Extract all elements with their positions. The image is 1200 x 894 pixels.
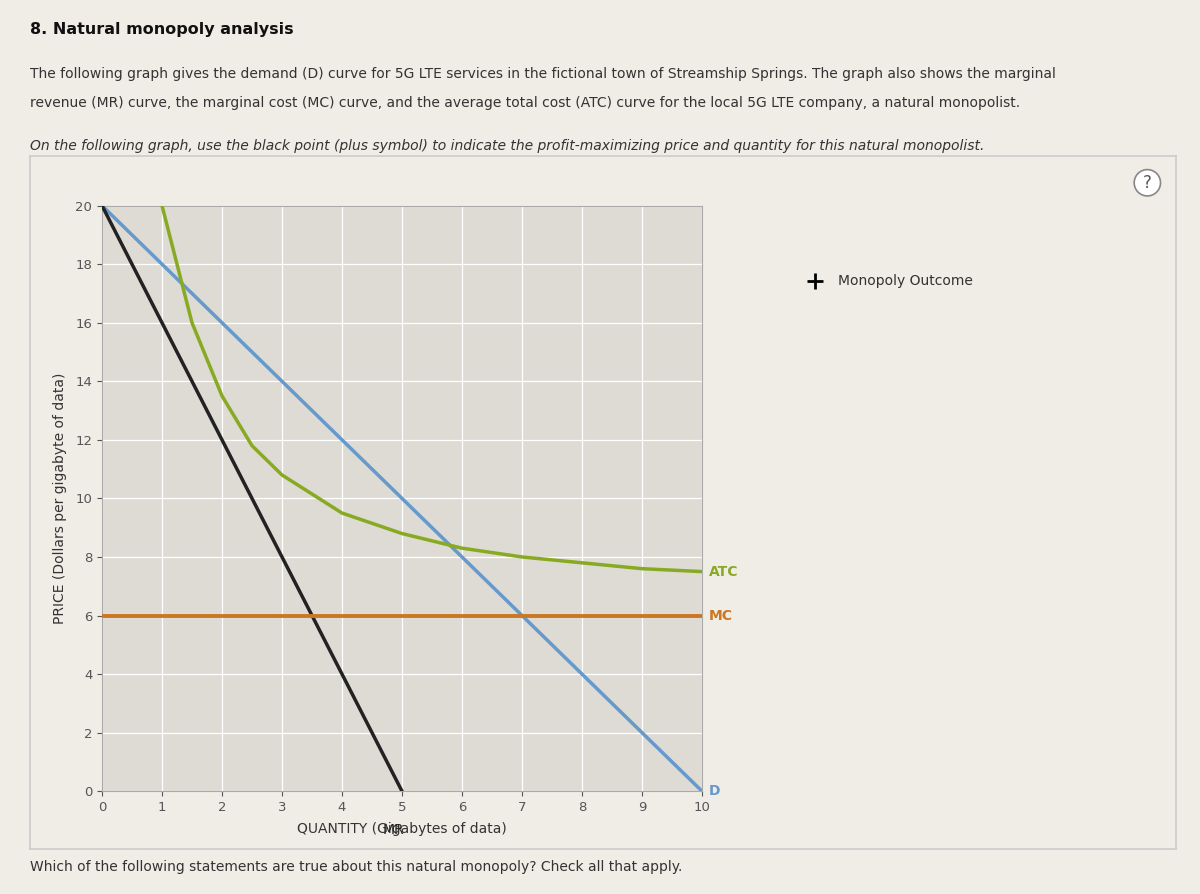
Text: ATC: ATC [709, 565, 738, 578]
Text: Which of the following statements are true about this natural monopoly? Check al: Which of the following statements are tr… [30, 860, 683, 874]
Text: D: D [709, 784, 720, 798]
Text: On the following graph, use the black point (plus symbol) to indicate the profit: On the following graph, use the black po… [30, 139, 984, 153]
Text: MR: MR [382, 823, 404, 838]
Text: 8. Natural monopoly analysis: 8. Natural monopoly analysis [30, 22, 294, 38]
Y-axis label: PRICE (Dollars per gigabyte of data): PRICE (Dollars per gigabyte of data) [53, 373, 67, 624]
Text: The following graph gives the demand (D) curve for 5G LTE services in the fictio: The following graph gives the demand (D)… [30, 67, 1056, 81]
Text: MC: MC [709, 609, 733, 622]
Text: Monopoly Outcome: Monopoly Outcome [838, 274, 973, 288]
Text: ?: ? [1142, 173, 1152, 192]
X-axis label: QUANTITY (Gigabytes of data): QUANTITY (Gigabytes of data) [298, 822, 506, 836]
Text: revenue (MR) curve, the marginal cost (MC) curve, and the average total cost (AT: revenue (MR) curve, the marginal cost (M… [30, 96, 1020, 110]
